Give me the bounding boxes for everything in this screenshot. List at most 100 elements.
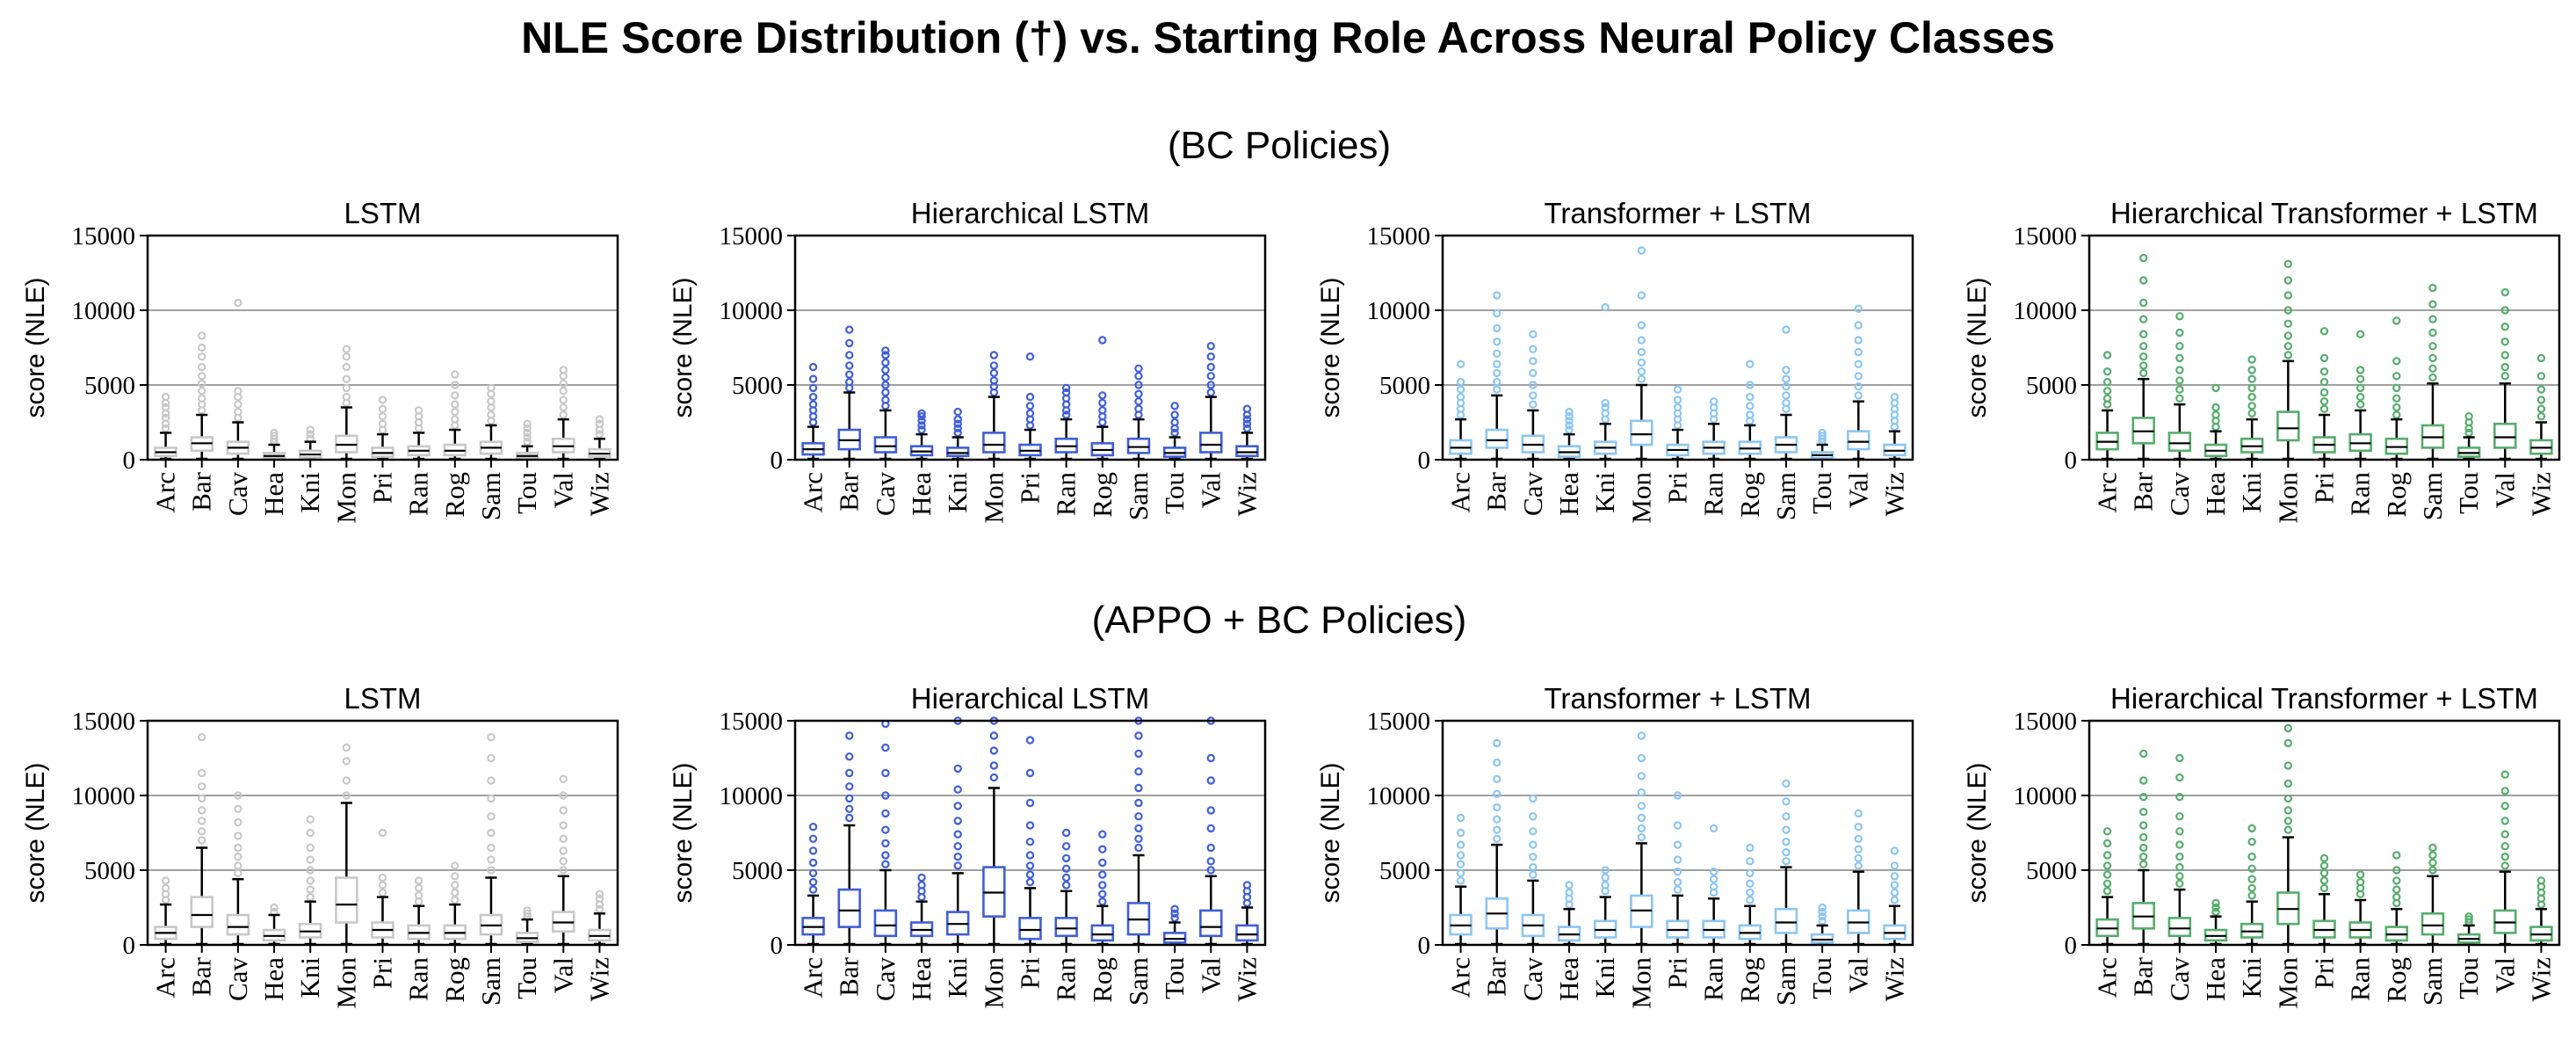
axes-frame [793,234,1267,461]
box-val [2493,287,2517,461]
flier-point [2283,331,2293,340]
box-arc [2095,351,2119,461]
x-tick-label: Ran [1698,472,1729,516]
flier-point [198,794,206,803]
flier-point [1025,877,1035,887]
x-tick-label: Mon [2272,957,2303,1009]
flier-point [953,853,962,861]
x-tick-label: Rog [439,472,470,518]
flier-point [2536,404,2546,413]
flier-point [2139,793,2148,802]
flier-point [559,857,568,866]
box-wiz [2529,876,2553,946]
x-tick-label: Wiz [2525,472,2556,516]
flier-point [1493,338,1501,346]
box-tou [1810,428,1834,461]
flier-point [2283,779,2293,788]
box-iqr [1199,909,1223,938]
flier-point [1709,824,1719,833]
flier-point [595,890,604,898]
flier-point [2500,770,2509,779]
flier-point [559,396,568,404]
flier-point [559,866,568,875]
box-arc [2095,827,2119,946]
box-iqr [1235,924,1259,942]
x-tick-label: Cav [2164,472,2195,516]
flier-point [342,791,351,800]
flier-point [559,834,568,844]
flier-point [1601,398,1610,408]
box-cav [2167,312,2192,461]
flier-point [881,825,890,834]
flier-point [1493,323,1501,333]
flier-point [1493,834,1501,844]
flier-point [1782,325,1791,334]
flier-point [881,388,890,397]
flier-point [1206,857,1215,866]
flier-point [1782,797,1791,806]
flier-point [953,407,962,417]
x-tick-label: Mon [1625,472,1656,524]
flier-point [487,753,496,763]
flier-point [1637,772,1646,781]
x-tick-label: Kni [942,957,973,999]
flier-point [1818,907,1827,917]
flier-point [1746,359,1755,368]
flier-point [1493,291,1501,300]
box-ran [2348,870,2372,946]
box-mon [2276,723,2300,946]
flier-point [845,370,854,379]
x-tick-label: Kni [294,957,325,999]
flier-point [342,383,351,393]
x-tick-label: Ran [2345,957,2376,1001]
flier-point [2102,839,2112,848]
y-tick-label: 5000 [2026,372,2077,400]
flier-point [414,883,423,893]
box-sam [479,383,503,461]
flier-point [378,396,387,404]
flier-point [1709,868,1719,876]
y-tick-label: 15000 [72,708,136,736]
flier-point [2139,843,2148,853]
flier-point [917,873,926,882]
x-tick-label: Pri [1015,472,1046,505]
flier-point [989,351,999,359]
y-axis-label: score (NLE) [1316,277,1345,418]
flier-point [1134,783,1143,793]
flier-point [881,768,890,778]
box-iqr [2276,410,2300,442]
flier-point [487,843,496,853]
x-tick-label: Pri [367,472,398,505]
flier-point [2500,787,2509,795]
box-pri [1666,385,1690,461]
flier-point [2500,853,2509,861]
axes-frame [1441,234,1914,461]
flier-point [1134,749,1143,759]
y-tick-label: 0 [123,447,136,475]
flier-point [2175,342,2184,351]
flier-point [234,791,242,800]
flier-point [1170,904,1179,913]
box-pri [2312,327,2336,461]
flier-point [378,888,387,897]
flier-point [2247,864,2256,874]
flier-point [1854,823,1863,832]
x-tick-label: Mon [330,472,361,524]
flier-point [2175,793,2184,802]
y-tick-label: 0 [2065,932,2078,960]
flier-point [342,352,351,361]
flier-point [1456,377,1465,387]
flier-point [2319,404,2329,413]
box-iqr [226,913,250,936]
flier-point [2175,753,2184,763]
flier-point [1601,866,1610,875]
flier-point [451,896,459,904]
flier-point [1854,372,1863,381]
flier-point [953,415,962,424]
flier-point [881,373,890,382]
flier-point [1746,392,1755,402]
flier-point [306,892,315,902]
flier-point [1854,391,1863,400]
box-sam [1774,779,1798,946]
flier-point [523,419,532,428]
